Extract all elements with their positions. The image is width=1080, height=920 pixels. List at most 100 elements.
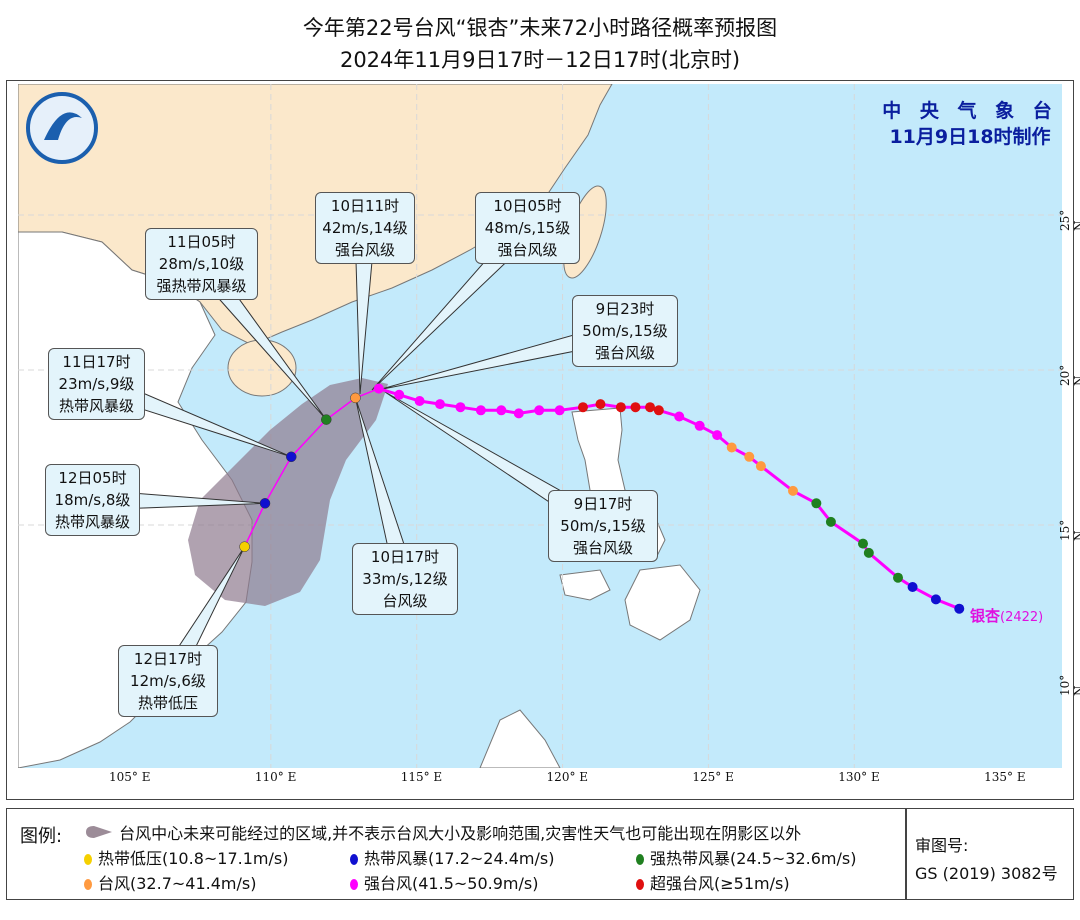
probability-cone: [188, 378, 388, 606]
legend-item-label: 热带风暴(17.2~24.4m/s): [364, 849, 555, 868]
callout-wind: 28m/s,10级: [158, 255, 245, 273]
past-track-point: [653, 405, 664, 416]
past-track-point: [674, 411, 685, 422]
legend-item: 台风(32.7~41.4m/s): [84, 870, 256, 894]
past-track-point: [414, 396, 425, 406]
past-track-point: [863, 547, 874, 558]
review-number: GS (2019) 3082号: [915, 864, 1058, 883]
forecast-callout: 9日17时 50m/s,15级 强台风级: [548, 490, 658, 562]
forecast-track-point: [259, 498, 271, 509]
lon-label: 105° E: [109, 770, 151, 784]
callout-grade: 强台风级: [594, 344, 655, 362]
callout-time: 9日17时: [573, 495, 633, 513]
storm-name: 银杏: [970, 607, 1001, 625]
callout-grade: 强热带风暴级: [156, 277, 247, 295]
storm-label: 银杏(2422): [970, 605, 1043, 626]
callout-grade: 热带低压: [137, 694, 198, 712]
lon-label: 135° E: [984, 770, 1026, 784]
legend-item-label: 强热带风暴(24.5~32.6m/s): [650, 849, 857, 868]
typhoon-symbol-icon: [84, 854, 92, 865]
callout-grade: 台风级: [382, 592, 428, 610]
lat-label: 15° N: [1058, 519, 1080, 541]
forecast-callout: 11日05时 28m/s,10级 强热带风暴级: [145, 228, 258, 300]
past-track-point: [712, 430, 723, 441]
past-track-point: [858, 538, 869, 549]
typhoon-symbol-icon: [350, 879, 358, 890]
callout-wind: 33m/s,12级: [362, 570, 448, 588]
callout-time: 10日05时: [493, 197, 562, 215]
callout-time: 9日23时: [595, 300, 655, 318]
past-track-point: [630, 402, 641, 413]
past-track-point: [811, 498, 822, 509]
storm-code: (2422): [1000, 610, 1044, 625]
forecast-callout: 12日05时 18m/s,8级 热带风暴级: [45, 464, 140, 536]
map-subtitle: 2024年11月9日17时－12日17时(北京时): [339, 48, 741, 72]
land-borneo: [479, 709, 561, 768]
lon-label: 120° E: [546, 770, 589, 784]
past-track-point: [615, 402, 626, 413]
typhoon-symbol-icon: [636, 854, 644, 865]
callout-wind: 48m/s,15级: [484, 219, 571, 237]
callout-grade: 强台风级: [572, 539, 633, 557]
past-track-point: [577, 402, 588, 413]
cone-swatch-icon: [86, 826, 112, 838]
legend-item-label: 热带低压(10.8~17.1m/s): [98, 849, 289, 868]
issue-time: 11月9日18时制作: [889, 126, 1051, 148]
lat-label: 20° N: [1058, 364, 1080, 386]
forecast-track-point: [321, 414, 332, 425]
past-track-point: [496, 405, 507, 416]
callout-time: 12日17时: [133, 650, 203, 668]
typhoon-symbol-icon: [350, 854, 358, 865]
legend-item-label: 强台风(41.5~50.9m/s): [364, 874, 539, 893]
legend-item-label: 超强台风(≥51m/s): [650, 874, 790, 893]
callout-time: 10日11时: [330, 197, 400, 215]
lon-label: 115° E: [400, 770, 443, 784]
forecast-callout: 9日23时 50m/s,15级 强台风级: [572, 295, 678, 367]
callout-wind: 12m/s,6级: [130, 672, 206, 690]
legend-title: 图例:: [20, 826, 63, 847]
typhoon-symbol-icon: [636, 879, 644, 890]
lat-label: 25° N: [1058, 209, 1080, 231]
forecast-callout: 12日17时 12m/s,6级 热带低压: [118, 645, 218, 717]
past-track-point: [755, 461, 766, 472]
lat-label: 10° N: [1058, 674, 1080, 696]
callout-grade: 热带风暴级: [58, 397, 134, 415]
past-track-point: [513, 408, 524, 419]
callout-grade: 强台风级: [334, 241, 395, 259]
past-track-point: [893, 572, 904, 583]
cma-logo-mark: [44, 112, 82, 140]
forecast-track-point: [286, 451, 297, 463]
legend-item: 热带低压(10.8~17.1m/s): [84, 845, 288, 869]
forecast-callout: 10日17时 33m/s,12级 台风级: [352, 543, 458, 615]
past-track-point: [475, 405, 486, 416]
callout-wind: 42m/s,14级: [322, 219, 408, 237]
legend: [6, 808, 1074, 900]
callout-time: 11日17时: [62, 353, 131, 371]
map-title: 今年第22号台风“银杏”未来72小时路径概率预报图: [302, 16, 778, 40]
past-track-point: [930, 594, 941, 605]
past-track-point: [394, 389, 405, 400]
forecast-callout: 10日05时 48m/s,15级 强台风级: [475, 192, 580, 264]
typhoon-symbol-icon: [84, 879, 92, 890]
past-track-point: [645, 402, 656, 413]
legend-item: 强台风(41.5~50.9m/s): [350, 870, 538, 894]
forecast-track-point: [239, 541, 250, 552]
callout-grade: 强台风级: [497, 241, 558, 259]
legend-item-label: 台风(32.7~41.4m/s): [98, 874, 257, 893]
agency-name: 中 央 气 象 台: [882, 100, 1058, 122]
callout-wind: 18m/s,8级: [54, 491, 131, 509]
legend-item: 热带风暴(17.2~24.4m/s): [350, 845, 554, 869]
legend-item: 超强台风(≥51m/s): [636, 870, 790, 894]
callout-time: 12日05时: [58, 469, 127, 487]
past-track-point: [907, 582, 918, 592]
callout-wind: 50m/s,15级: [582, 322, 668, 340]
past-track-point: [554, 405, 565, 416]
lon-label: 110° E: [254, 770, 297, 784]
past-track-point: [744, 451, 755, 462]
past-track-point: [595, 399, 606, 410]
forecast-callout: 10日11时 42m/s,14级 强台风级: [315, 192, 415, 264]
past-track-point: [694, 420, 705, 431]
review-label: 审图号:: [915, 836, 969, 855]
legend-cone-text: 台风中心未来可能经过的区域,并不表示台风大小及影响范围,灾害性天气也可能出现在阴…: [119, 824, 802, 843]
callout-wind: 23m/s,9级: [58, 375, 135, 393]
